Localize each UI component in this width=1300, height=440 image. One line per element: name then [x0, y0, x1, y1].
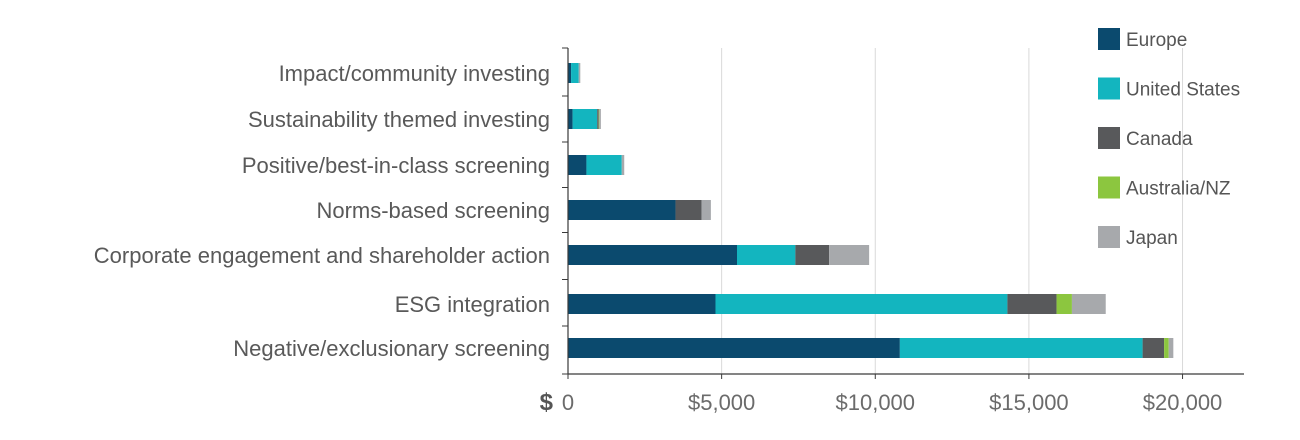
legend-label: Australia/NZ: [1126, 179, 1231, 200]
bar-esg-integration-japan: [1071, 294, 1106, 314]
x-tick-label: $15,000: [989, 390, 1069, 415]
bar-sustainability-themed-investing-japan: [599, 109, 601, 129]
category-label-positive-best-in-class-screening: Positive/best-in-class screening: [242, 153, 550, 178]
legend-swatch: [1098, 176, 1120, 199]
legend-label: United States: [1126, 80, 1240, 101]
bar-impact-community-investing-europe: [568, 63, 572, 83]
legend-item-united-states: United States: [1098, 77, 1240, 101]
bar-corporate-engagement-and-shareholder-action-canada: [795, 245, 830, 265]
bar-esg-integration-canada: [1007, 294, 1057, 314]
bar-negative-exclusionary-screening-canada: [1142, 338, 1165, 358]
legend-label: Japan: [1126, 228, 1178, 249]
legend-swatch: [1098, 28, 1120, 50]
legend-item-canada: Canada: [1098, 127, 1193, 150]
legend-label: Canada: [1126, 129, 1193, 150]
category-label-sustainability-themed-investing: Sustainability themed investing: [248, 107, 550, 132]
category-label-negative-exclusionary-screening: Negative/exclusionary screening: [233, 336, 550, 361]
legend-item-australia-nz: Australia/NZ: [1098, 176, 1231, 200]
x-tick-label: 0: [562, 390, 574, 415]
bar-esg-integration-australia-nz: [1056, 294, 1072, 314]
bar-esg-integration-united-states: [715, 294, 1008, 314]
category-label-corporate-engagement-and-shareholder-action: Corporate engagement and shareholder act…: [94, 243, 550, 268]
bar-negative-exclusionary-screening-united-states: [899, 338, 1143, 358]
bar-corporate-engagement-and-shareholder-action-united-states: [737, 245, 796, 265]
bar-positive-best-in-class-screening-japan: [621, 155, 625, 175]
bar-impact-community-investing-united-states: [571, 63, 579, 83]
x-tick-label: $20,000: [1143, 390, 1223, 415]
category-label-impact-community-investing: Impact/community investing: [279, 61, 550, 86]
bar-negative-exclusionary-screening-australia-nz: [1164, 338, 1169, 358]
gridlines: [721, 48, 1184, 374]
bar-positive-best-in-class-screening-europe: [568, 155, 587, 175]
legend-item-japan: Japan: [1098, 226, 1178, 249]
bar-norms-based-screening-europe: [568, 200, 676, 220]
legend-label: Europe: [1126, 30, 1187, 51]
category-labels: Impact/community investing Sustainability…: [94, 61, 550, 361]
bar-sustainability-themed-investing-australia-nz: [598, 109, 600, 129]
bar-positive-best-in-class-screening-united-states: [586, 155, 622, 175]
bar-sustainability-themed-investing-canada: [597, 109, 599, 129]
x-tick-label: $10,000: [836, 390, 916, 415]
bar-corporate-engagement-and-shareholder-action-europe: [568, 245, 737, 265]
bars: [568, 63, 1174, 358]
bar-norms-based-screening-japan: [701, 200, 711, 220]
bar-sustainability-themed-investing-united-states: [572, 109, 598, 129]
currency-symbol: $: [540, 389, 554, 416]
legend-swatch: [1098, 226, 1120, 248]
category-label-norms-based-screening: Norms-based screening: [316, 198, 550, 223]
bar-esg-integration-europe: [568, 294, 716, 314]
legend-swatch: [1098, 127, 1120, 149]
legend-item-europe: Europe: [1098, 28, 1187, 51]
axes: [562, 47, 1244, 379]
legend: Europe United States Canada Australia/NZ Jap…: [1098, 28, 1240, 249]
x-tick-labels: 0 $5,000 $10,000 $15,000 $20,000 $: [540, 389, 1223, 416]
bar-sustainability-themed-investing-europe: [568, 109, 573, 129]
bar-impact-community-investing-japan: [578, 63, 581, 83]
category-label-esg-integration: ESG integration: [395, 292, 550, 317]
legend-swatch: [1098, 77, 1120, 100]
bar-norms-based-screening-canada: [675, 200, 702, 220]
x-tick-label: $5,000: [688, 390, 755, 415]
bar-negative-exclusionary-screening-europe: [568, 338, 900, 358]
bar-corporate-engagement-and-shareholder-action-japan: [829, 245, 870, 265]
bar-negative-exclusionary-screening-japan: [1168, 338, 1174, 358]
